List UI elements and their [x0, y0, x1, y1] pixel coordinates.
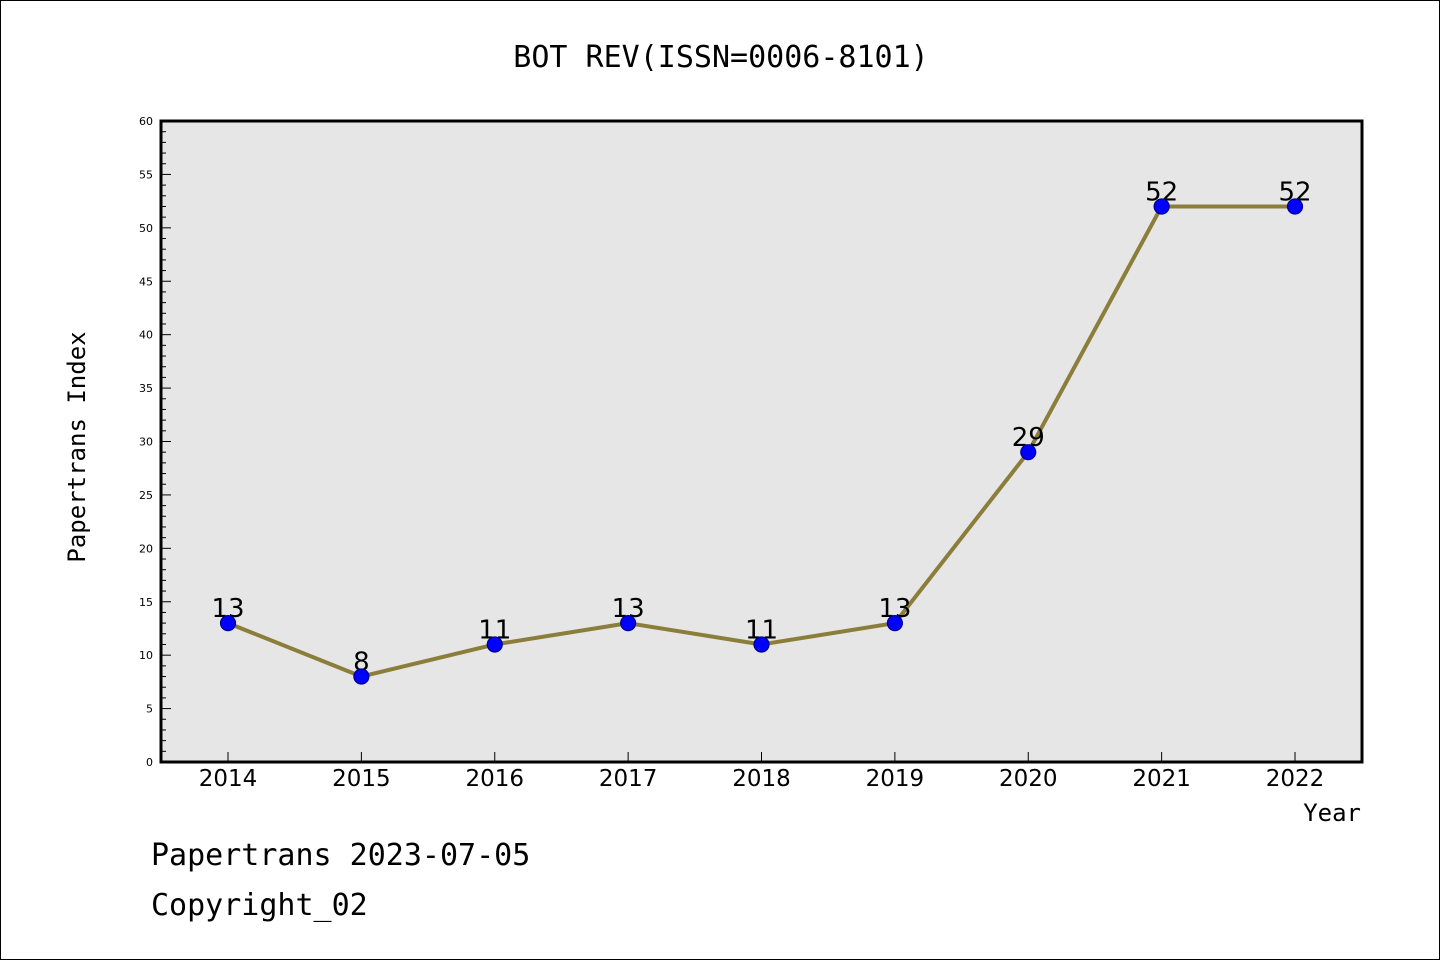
footer-date-line: Papertrans 2023-07-05: [151, 838, 530, 873]
data-point-marker: [1153, 198, 1170, 215]
y-axis-label: Papertrans Index: [63, 331, 91, 562]
data-point-marker: [1020, 444, 1037, 461]
x-tick-label: 2015: [332, 766, 391, 792]
data-point-marker: [219, 615, 237, 632]
y-tick-label: 25: [139, 489, 153, 502]
y-tick-label: 35: [139, 382, 153, 395]
x-tick-label: 2022: [1266, 766, 1325, 792]
y-tick-label: 30: [139, 436, 153, 449]
y-axis-ticks: 0 5 10 15 20 25 30 35 40 45 50 55 60: [139, 115, 171, 769]
footer-copyright: Copyright_02: [151, 888, 368, 923]
plot-area: [159, 119, 1364, 764]
y-tick-label: 45: [139, 275, 153, 288]
y-tick-label: 0: [146, 756, 153, 769]
data-point-marker: [486, 636, 503, 653]
data-point-marker: [886, 615, 903, 632]
y-tick-label: 15: [139, 596, 153, 609]
chart-title: BOT REV(ISSN=0006-8101): [513, 40, 928, 75]
x-tick-label: 2016: [465, 766, 524, 792]
data-point-marker: [1286, 198, 1304, 215]
x-tick-label: 2019: [866, 766, 925, 792]
y-tick-label: 55: [139, 168, 153, 181]
x-tick-label: 2018: [732, 766, 791, 792]
data-point-marker: [753, 636, 770, 653]
x-tick-label: 2020: [999, 766, 1058, 792]
x-tick-label: 2017: [599, 766, 658, 792]
data-point-marker: [620, 615, 637, 632]
y-tick-label: 60: [139, 115, 153, 128]
x-axis-label: Year: [1303, 799, 1361, 827]
x-axis-ticks: 2014 2015 2016 2017 2018 2019 2020 2021 2022: [199, 752, 1325, 792]
y-tick-label: 20: [139, 542, 153, 555]
y-tick-label: 10: [139, 649, 153, 662]
y-tick-label: 50: [139, 222, 153, 235]
x-tick-label: 2021: [1132, 766, 1191, 792]
data-point-marker: [353, 668, 370, 685]
y-tick-label: 40: [139, 329, 153, 342]
x-tick-label: 2014: [199, 766, 258, 792]
y-tick-label: 5: [146, 703, 153, 716]
